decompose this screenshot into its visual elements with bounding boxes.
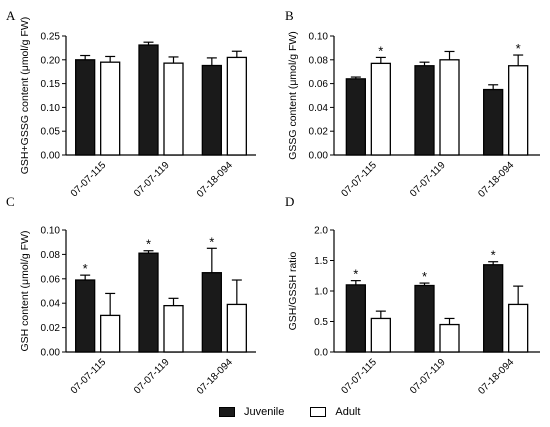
y-tick-label: 0.15 [41,79,61,90]
bar-juvenile [414,284,435,353]
bar-adult [100,314,121,353]
bar-adult [370,62,391,156]
significance-star: * [516,41,521,56]
y-tick-label: 0.0 [314,348,328,359]
bar-juvenile [75,279,96,353]
y-tick-label: 1.0 [314,287,328,298]
y-axis-label: GSSG content (μmol/g FW) [287,31,299,160]
bar-adult [226,303,247,353]
y-tick-label: 0.10 [41,103,61,114]
y-tick-label: 0.10 [309,32,329,43]
bar-juvenile [345,284,366,353]
bar-juvenile [138,252,159,353]
significance-star: * [353,267,358,282]
legend-label-adult: Adult [335,406,361,418]
bar-adult [100,61,121,156]
y-tick-label: 0.04 [41,299,61,310]
y-tick-label: 0.08 [309,55,329,66]
bar-adult [439,59,460,156]
y-axis-label: GSH/GSSH ratio [287,251,299,330]
y-tick-label: 0.5 [314,317,328,328]
x-tick-label: 07-07-115 [339,357,379,397]
bar-adult [163,62,184,156]
panel-letter: A [6,8,16,23]
bar-juvenile [138,44,159,156]
y-tick-label: 0.10 [41,226,61,237]
bar-adult [226,56,247,156]
significance-star: * [378,43,383,58]
bar-juvenile [483,264,504,353]
x-tick-label: 07-18-094 [195,357,235,397]
panel-letter: B [285,8,294,23]
y-tick-label: 0.04 [309,103,329,114]
y-tick-label: 0.06 [41,274,61,285]
y-tick-label: 0.20 [41,55,61,66]
legend: Juvenile Adult [219,404,386,420]
x-tick-label: 07-18-094 [476,160,516,200]
y-tick-label: 0.00 [41,151,61,162]
x-tick-label: 07-18-094 [195,160,235,200]
panel-letter: C [6,194,15,209]
bar-adult [163,304,184,353]
y-tick-label: 0.05 [41,127,61,138]
significance-star: * [491,248,496,263]
x-tick-label: 07-07-115 [339,160,379,200]
legend-label-juvenile: Juvenile [244,406,285,418]
y-axis-label: GSH content (μmol/g FW) [19,231,31,352]
bar-adult [439,323,460,353]
x-tick-label: 07-07-119 [408,357,448,397]
x-tick-label: 07-07-119 [132,357,172,397]
y-tick-label: 2.0 [314,226,328,237]
bar-juvenile [201,272,222,353]
x-tick-label: 07-07-119 [132,160,172,200]
y-tick-label: 0.00 [309,151,329,162]
significance-star: * [146,237,151,252]
x-tick-label: 07-07-115 [69,357,109,397]
bar-juvenile [75,59,96,156]
bar-juvenile [483,88,504,156]
y-tick-label: 0.02 [309,127,329,138]
x-tick-label: 07-18-094 [476,357,516,397]
x-tick-label: 07-07-115 [69,160,109,200]
bar-juvenile [201,64,222,156]
bar-adult [370,317,391,353]
legend-swatch-adult [310,407,327,417]
chart-panel-d: D 0.0 0.5 1.0 1.5 2.0 GSH/GSSH ratio * 07-07-115… [285,194,540,397]
y-tick-label: 0.02 [41,323,61,334]
y-axis-label: GSH+GSSG content (μmol/g FW) [19,17,31,174]
figure-canvas: A 0.00 0.05 0.10 0.15 0.20 0.25 GSH+GSSG conten… [6,8,540,397]
legend-swatch-juvenile [219,407,235,417]
significance-star: * [209,234,214,249]
y-tick-label: 0.08 [41,250,61,261]
y-tick-label: 0.06 [309,79,329,90]
significance-star: * [422,269,427,284]
x-tick-label: 07-07-119 [408,160,448,200]
chart-panel-c: C 0.00 0.02 0.04 0.06 0.08 0.10 GSH content (μm… [6,194,256,397]
y-tick-label: 0.25 [41,32,61,43]
bar-juvenile [345,78,366,156]
significance-star: * [83,261,88,276]
panel-letter: D [285,194,294,209]
bar-adult [508,303,529,353]
y-tick-label: 1.5 [314,256,328,267]
bar-adult [508,65,529,156]
legend-item-adult: Adult [310,406,360,418]
y-tick-label: 0.00 [41,348,61,359]
bar-juvenile [414,65,435,156]
chart-panel-a: A 0.00 0.05 0.10 0.15 0.20 0.25 GSH+GSSG conten… [6,8,256,200]
chart-panel-b: B 0.00 0.02 0.04 0.06 0.08 0.10 GSSG content (μ… [285,8,540,200]
legend-item-juvenile: Juvenile [219,406,284,418]
